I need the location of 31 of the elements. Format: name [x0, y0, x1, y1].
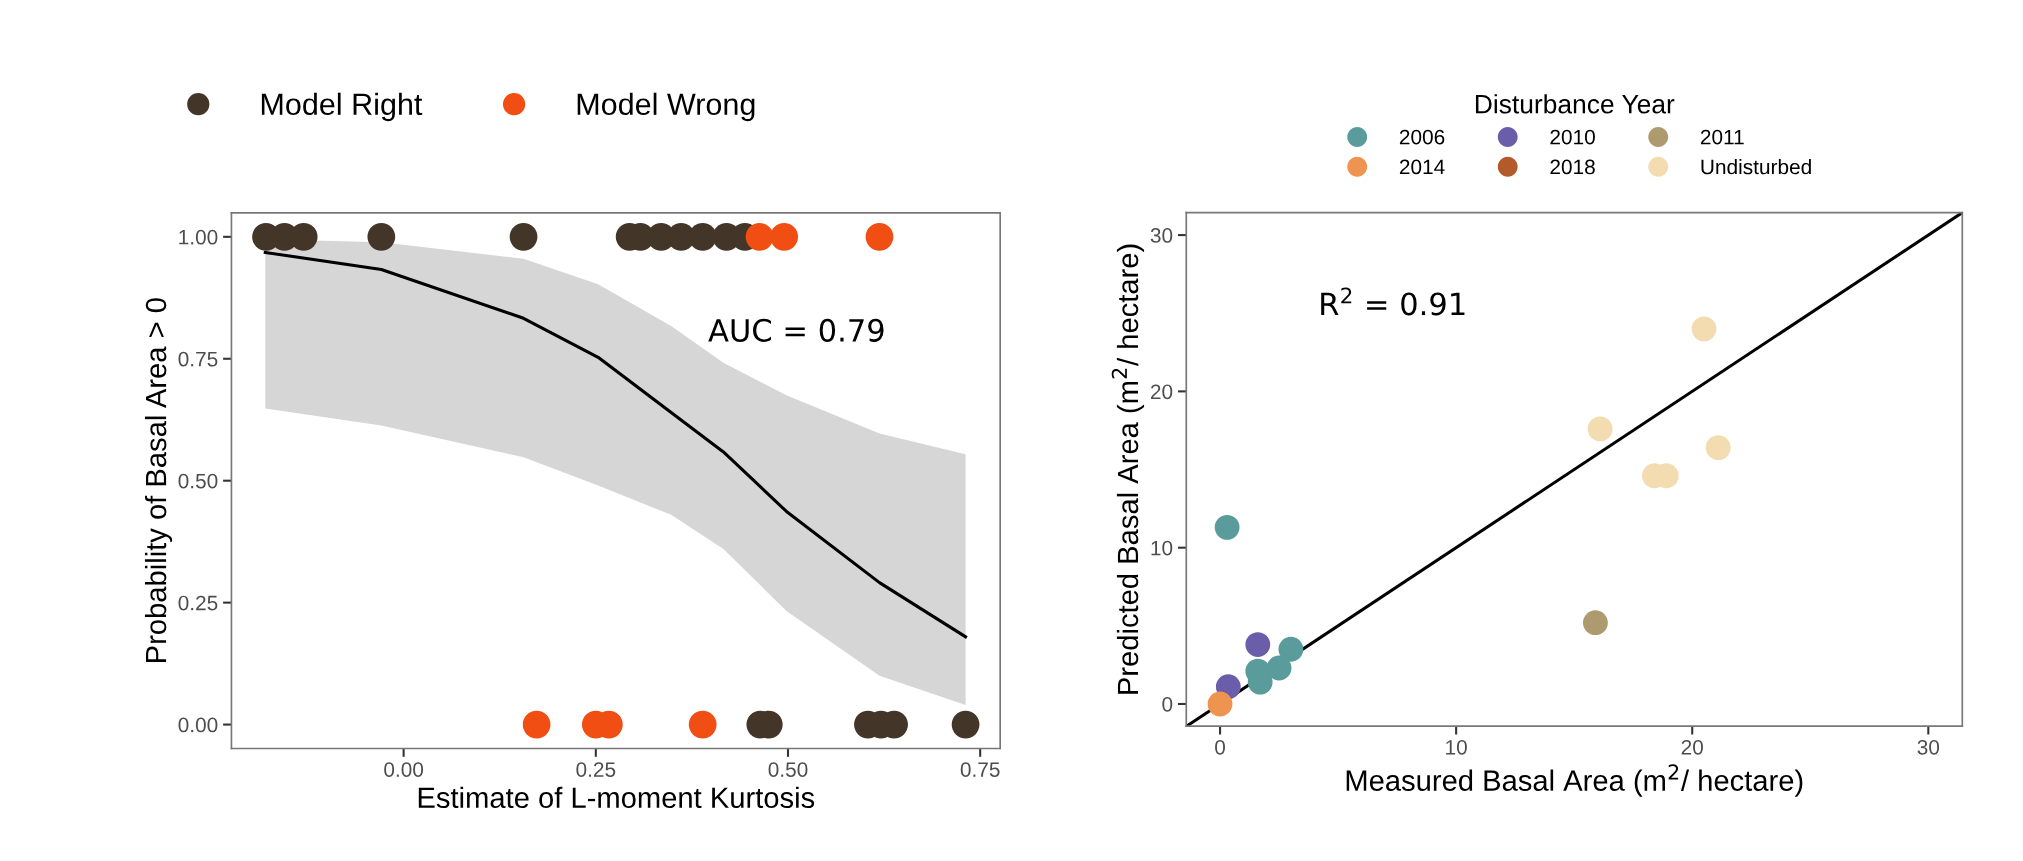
legend-label: 2011 — [1700, 129, 1744, 145]
annotation: AUC = 0.79 — [708, 318, 884, 342]
x-tick-label: 0.75 — [960, 762, 1000, 777]
x-tick-label: 0.25 — [576, 762, 616, 777]
x-axis-title: Estimate of L-moment Kurtosis — [418, 786, 815, 809]
x-tick-label: 0.00 — [384, 762, 424, 777]
x-tick-label: 30 — [1917, 739, 1940, 755]
y-tick-label: 10 — [1151, 540, 1173, 556]
x-tick-label: 20 — [1681, 739, 1703, 755]
legend-label: 2018 — [1550, 159, 1595, 175]
y-tick-label: 20 — [1150, 384, 1173, 400]
legend-label: Model Wrong — [577, 92, 755, 122]
y-tick-label: 0.50 — [178, 473, 218, 489]
legend-label: Undisturbed — [1701, 159, 1811, 175]
y-tick-label: 0.75 — [178, 351, 218, 367]
y-tick-label: 1.00 — [179, 229, 218, 245]
x-tick-label: 10 — [1446, 739, 1467, 755]
y-tick-label: 0.00 — [178, 717, 218, 733]
legend-label: 2006 — [1399, 129, 1445, 145]
x-axis-title: Measured Basal Area (m$^{2}$/ hectare) — [1346, 764, 1803, 797]
y-tick-label: 30 — [1150, 228, 1173, 243]
y-axis-title: Probability of Basal Area > 0 — [144, 298, 173, 662]
legend-title: Disturbance Year — [1475, 94, 1675, 114]
x-tick-label: 0.50 — [768, 762, 808, 777]
legend-label: Model Right — [261, 92, 423, 122]
y-axis-title: Predicted Basal Area (m$^{2}$/ hectare) — [1111, 244, 1145, 694]
legend-label: 2014 — [1399, 159, 1445, 175]
x-tick-label: 0 — [1215, 739, 1226, 755]
y-tick-label: 0.25 — [178, 595, 218, 611]
legend-label: 2010 — [1550, 129, 1595, 145]
y-tick-label: 0 — [1162, 696, 1173, 712]
